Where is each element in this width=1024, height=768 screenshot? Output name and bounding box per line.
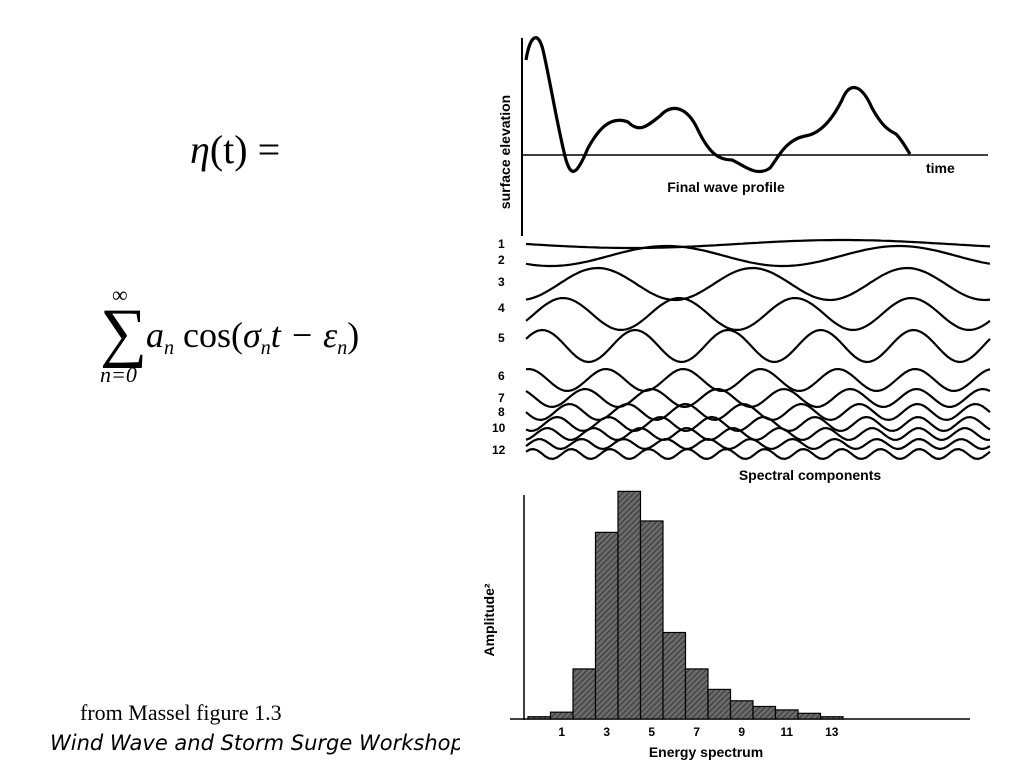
surface-elevation-label: surface elevation xyxy=(497,95,513,209)
term-a: a xyxy=(146,315,164,355)
spectrum-bar-12 xyxy=(797,712,822,720)
spectrum-bar-2 xyxy=(572,668,597,720)
spectrum-bars xyxy=(527,490,844,720)
spectrum-tick-label: 5 xyxy=(648,725,655,739)
spectral-component-curve xyxy=(525,367,991,393)
term-epsilon: ε xyxy=(323,315,338,355)
component-label-7: 7 xyxy=(498,391,505,405)
spectral-component-curve xyxy=(525,437,991,451)
subscript-n-a: n xyxy=(164,337,174,359)
spectrum-bar-13 xyxy=(819,716,844,720)
sum-upper-limit: ∞ xyxy=(112,282,128,307)
term-close: ) xyxy=(347,315,360,355)
component-label-10: 10 xyxy=(492,421,506,435)
spectrum-bar-11 xyxy=(774,709,799,720)
final-wave-profile-title: Final wave profile xyxy=(667,179,785,195)
component-label-8: 8 xyxy=(498,405,505,419)
spectral-component-curve xyxy=(525,266,991,302)
spectral-component-curve xyxy=(525,297,991,331)
spectrum-tick-label: 11 xyxy=(780,725,793,739)
spectral-component-curve xyxy=(525,387,991,409)
spectral-component-curve xyxy=(525,447,991,461)
spectrum-bar-7 xyxy=(684,668,709,720)
equation-sum: ∞ ∑ n=0 an cos(σnt − εn) xyxy=(100,282,430,392)
term-sigma: σ xyxy=(242,315,261,355)
spectral-components-panel: 1 2 3 4 5 6 7 8 10 12 Spectral component… xyxy=(492,237,991,483)
subscript-n-epsilon: n xyxy=(337,337,348,359)
spectrum-tick-label: 3 xyxy=(603,725,610,739)
component-label-2: 2 xyxy=(498,253,505,267)
subscript-n-sigma: n xyxy=(260,337,271,359)
amplitude-squared-label: Amplitude² xyxy=(481,583,497,656)
component-label-6: 6 xyxy=(498,369,505,383)
equation-lhs: η(t) = xyxy=(190,126,280,173)
spectral-component-curve xyxy=(525,244,991,268)
spectrum-bar-6 xyxy=(662,631,687,720)
component-label-12: 12 xyxy=(492,443,506,457)
spectrum-bar-1 xyxy=(549,711,574,720)
energy-spectrum-panel: Amplitude² Energy spectrum 1 3 5 7 9 11 13 xyxy=(481,490,970,760)
spectrum-bar-9 xyxy=(729,700,754,720)
eta-symbol: η xyxy=(190,127,210,172)
spectrum-tick-label: 7 xyxy=(693,725,700,739)
spectrum-tick-label: 13 xyxy=(825,725,839,739)
component-label-3: 3 xyxy=(498,275,505,289)
spectrum-bar-0 xyxy=(527,716,552,720)
time-label: time xyxy=(926,160,955,176)
sum-lower-limit: n=0 xyxy=(100,362,137,387)
final-profile-panel: surface elevation time Final wave profil… xyxy=(497,36,988,236)
spectral-component-curve xyxy=(525,402,991,422)
term-t: t − xyxy=(270,315,315,355)
component-label-1: 1 xyxy=(498,237,505,251)
book-caption: Wind Wave and Storm Surge Workshop xyxy=(50,731,460,755)
spectrum-bar-10 xyxy=(752,705,777,720)
sigma-summation-symbol: ∑ xyxy=(100,296,148,369)
spectrum-tick-label: 1 xyxy=(558,725,565,739)
spectrum-tick-labels: 1 3 5 7 9 11 13 xyxy=(558,725,838,739)
energy-spectrum-title: Energy spectrum xyxy=(649,744,763,760)
spectral-component-curve xyxy=(525,238,991,250)
spectrum-bar-8 xyxy=(707,688,732,720)
spectral-components-title: Spectral components xyxy=(739,467,882,483)
spectrum-tick-label: 9 xyxy=(738,725,745,739)
final-wave-profile-curve xyxy=(524,36,912,174)
spectrum-bar-3 xyxy=(594,531,619,720)
component-label-4: 4 xyxy=(498,301,505,315)
spectrum-bar-5 xyxy=(639,520,664,720)
wave-figure: surface elevation time Final wave profil… xyxy=(481,36,991,760)
source-caption: from Massel figure 1.3 xyxy=(80,700,282,725)
spectral-component-curve xyxy=(525,427,990,441)
spectrum-bar-4 xyxy=(617,490,642,720)
eta-argument: (t) = xyxy=(209,127,281,172)
component-label-5: 5 xyxy=(498,331,505,345)
term-cos: cos( xyxy=(183,315,243,355)
sum-term: an cos(σnt − εn) xyxy=(146,314,359,360)
spectral-component-curve xyxy=(525,328,991,364)
